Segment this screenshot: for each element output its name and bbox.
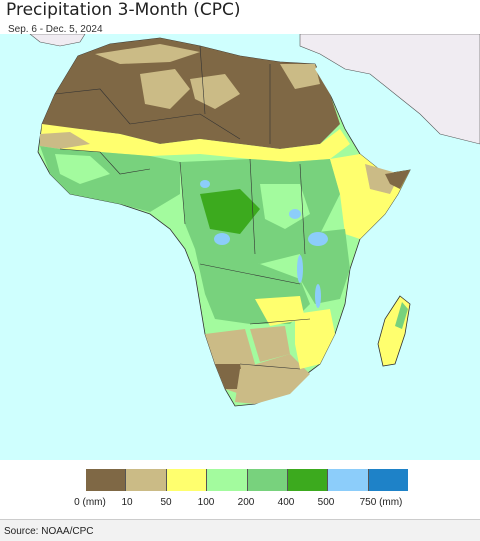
legend-swatch-5 <box>287 469 329 491</box>
lake-chad <box>200 180 210 188</box>
sahara-tan-west <box>140 69 190 109</box>
sahel-tan-west <box>40 132 90 149</box>
blue-wet-spot-congo <box>214 233 230 245</box>
footer-bar: Source: NOAA/CPC <box>0 519 480 541</box>
precipitation-map <box>0 34 480 460</box>
south-africa-tan <box>235 354 310 404</box>
legend-tick-1: 10 <box>121 497 133 508</box>
legend-swatch-0 <box>86 469 127 491</box>
legend-tick-3: 100 <box>197 497 215 508</box>
east-africa-green <box>300 229 350 304</box>
legend-swatch-6 <box>328 469 369 491</box>
lake-tanganyika <box>297 255 303 283</box>
horn-brown <box>385 170 410 189</box>
sahara-tan-north <box>95 44 200 64</box>
legend-tick-4: 200 <box>237 497 255 508</box>
legend-tick-2: 50 <box>160 497 172 508</box>
zambia-yellow <box>255 296 305 326</box>
legend-swatch-2 <box>166 469 208 491</box>
legend-tick-5: 400 <box>277 497 295 508</box>
page-title: Precipitation 3-Month (CPC) <box>6 0 241 20</box>
legend-swatch-1 <box>126 469 167 491</box>
red-sea <box>315 64 372 152</box>
date-range: Sep. 6 - Dec. 5, 2024 <box>8 24 103 35</box>
legend-tick-0: 0 (mm) <box>74 497 106 508</box>
botswana-tan <box>250 326 290 362</box>
lake-malawi <box>315 284 321 308</box>
sahara-dry-zone <box>42 38 340 149</box>
mozambique-yellow <box>295 309 335 369</box>
outside-land-iberia <box>29 34 86 47</box>
madagascar-green <box>395 302 408 329</box>
namibia-brown <box>215 364 245 389</box>
sahel-band <box>40 124 350 162</box>
legend-tick-6: 500 <box>317 497 335 508</box>
color-legend <box>86 469 408 491</box>
horn-tan <box>365 164 400 194</box>
west-africa-lightgreen <box>55 154 110 184</box>
legend-swatch-4 <box>247 469 288 491</box>
lake-victoria <box>308 232 328 246</box>
country-borders <box>54 45 311 370</box>
congo-deep-green <box>200 189 260 234</box>
legend-swatch-3 <box>207 469 248 491</box>
source-credit: Source: NOAA/CPC <box>4 526 94 537</box>
outside-land-middle-east <box>299 34 480 145</box>
egypt-tan <box>280 64 320 89</box>
blue-wet-spot-east <box>289 209 301 219</box>
legend-swatch-7 <box>368 469 408 491</box>
legend-tick-7: 750 (mm) <box>359 497 403 508</box>
